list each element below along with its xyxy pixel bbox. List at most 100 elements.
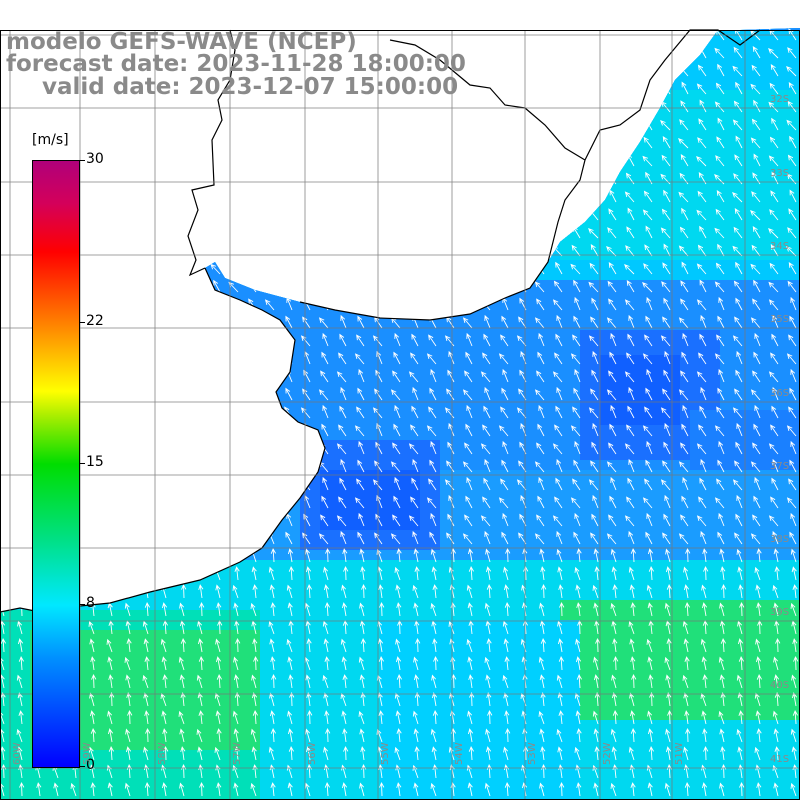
wind-arrow (196, 314, 203, 329)
wind-arrow (608, 298, 617, 311)
wind-arrow (624, 264, 635, 275)
wind-arrow (122, 352, 131, 365)
wind-arrow (753, 99, 761, 113)
wind-arrow (159, 225, 167, 239)
wind-arrow (18, 584, 24, 599)
wind-arrow (410, 352, 419, 365)
wind-arrow (102, 282, 113, 293)
wind-arrow (790, 368, 797, 383)
wind-arrow (595, 637, 601, 653)
wind-arrow (179, 782, 185, 797)
wind-arrow (574, 296, 581, 311)
wind-arrow (664, 350, 671, 365)
colorbar-tick-label: 22 (86, 312, 104, 329)
wind-arrow (661, 208, 671, 221)
wind-arrow (306, 583, 312, 599)
wind-arrow (252, 584, 258, 599)
wind-arrow (393, 279, 401, 293)
wind-arrow (410, 496, 419, 509)
latitude-label: 37S (770, 461, 790, 472)
wind-arrow (195, 333, 203, 347)
wind-arrow (697, 190, 707, 203)
wind-arrow (732, 65, 743, 77)
wind-arrow (250, 404, 257, 419)
wind-arrow (772, 530, 779, 545)
wind-arrow (14, 208, 23, 221)
wind-arrow (174, 389, 185, 401)
wind-arrow (789, 459, 797, 473)
wind-arrow (87, 369, 95, 383)
wind-arrow (180, 746, 186, 761)
wind-arrow (682, 476, 689, 491)
wind-arrow (157, 190, 167, 203)
wind-arrow (611, 746, 617, 761)
wind-arrow (626, 352, 635, 365)
wind-arrow (788, 478, 797, 491)
wind-arrow (162, 674, 168, 689)
wind-arrow (696, 156, 707, 167)
wind-arrow (484, 656, 491, 671)
wind-arrow (660, 47, 671, 59)
wind-arrow (538, 476, 545, 491)
wind-arrow (714, 227, 725, 239)
wind-arrow (624, 371, 635, 383)
wind-arrow (735, 81, 743, 95)
colorbar-tick (79, 463, 85, 464)
wind-arrow (504, 710, 510, 725)
wind-arrow (732, 407, 743, 419)
wind-arrow (701, 602, 708, 617)
wind-arrow (643, 263, 653, 275)
wind-arrow (360, 692, 366, 707)
wind-arrow (750, 389, 761, 401)
wind-arrow (323, 746, 329, 761)
wind-arrow (176, 298, 185, 311)
wind-arrow (431, 566, 437, 581)
wind-arrow (103, 190, 113, 203)
wind-arrow (31, 118, 41, 131)
wind-arrow (84, 479, 95, 491)
wind-arrow (282, 102, 293, 113)
wind-arrow (390, 137, 401, 149)
wind-arrow (354, 227, 365, 239)
wind-arrow (680, 154, 689, 167)
wind-arrow (536, 370, 545, 383)
wind-arrow (553, 46, 563, 59)
wind-arrow (198, 584, 204, 599)
wind-arrow (624, 299, 635, 311)
wind-arrow (534, 317, 545, 329)
wind-arrow (466, 638, 473, 653)
wind-arrow (197, 692, 203, 707)
wind-arrow (753, 423, 761, 437)
wind-arrow (268, 620, 275, 635)
wind-arrow (445, 245, 455, 257)
wind-arrow (230, 190, 239, 203)
wind-arrow (628, 314, 635, 329)
wind-arrow (593, 728, 599, 743)
wind-arrow (287, 710, 293, 725)
wind-arrow (341, 782, 348, 797)
wind-arrow (102, 102, 113, 113)
wind-arrow (216, 673, 222, 689)
wind-arrow (738, 710, 744, 725)
wind-arrow (141, 315, 149, 329)
wind-arrow (750, 317, 761, 329)
wind-arrow (719, 782, 725, 797)
wind-arrow (752, 370, 761, 383)
wind-arrow (702, 674, 708, 689)
wind-arrow (770, 352, 779, 365)
wind-arrow (306, 638, 312, 653)
wind-arrow (464, 64, 473, 77)
wind-arrow (408, 515, 419, 527)
wind-arrow (720, 692, 726, 707)
wind-arrow (610, 602, 617, 617)
wind-arrow (393, 351, 401, 365)
wind-arrow (124, 386, 131, 401)
wind-arrow (158, 460, 167, 473)
wind-arrow (484, 386, 491, 401)
wind-arrow (321, 207, 329, 221)
wind-arrow (592, 350, 599, 365)
wind-arrow (464, 514, 473, 527)
wind-arrow (468, 565, 474, 581)
wind-arrow (159, 99, 167, 113)
wind-arrow (663, 513, 671, 527)
